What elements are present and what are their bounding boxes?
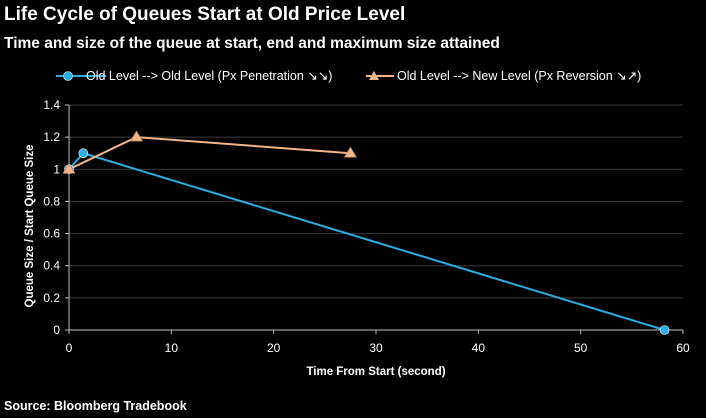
y-tick-label-1: 0.2 bbox=[43, 291, 60, 305]
legend-label-series-2: Old Level --> New Level (Px Reversion ↘↗… bbox=[397, 69, 641, 83]
y-tick-labels: 0 0.2 0.4 0.6 0.8 1 1.2 1.4 bbox=[43, 98, 60, 337]
legend-marker-triangle-icon bbox=[369, 71, 379, 80]
x-tick-label-1: 10 bbox=[165, 341, 179, 355]
series-2-point-2 bbox=[343, 146, 357, 158]
series-1-point-1 bbox=[78, 148, 89, 159]
axes bbox=[65, 104, 684, 334]
chart-title: Life Cycle of Queues Start at Old Price … bbox=[4, 4, 406, 25]
x-tick-label-6: 60 bbox=[676, 341, 690, 355]
x-tick-label-4: 40 bbox=[472, 341, 486, 355]
y-tick-label-6: 1.2 bbox=[43, 130, 60, 144]
y-tick-label-2: 0.4 bbox=[43, 259, 60, 273]
x-tick-label-5: 50 bbox=[574, 341, 588, 355]
y-axis-title: Queue Size / Start Queue Size bbox=[24, 145, 36, 308]
chart-subtitle: Time and size of the queue at start, end… bbox=[4, 35, 500, 52]
series-line-2 bbox=[68, 136, 351, 171]
series-line-1 bbox=[68, 152, 665, 331]
y-tick-label-5: 1 bbox=[53, 162, 60, 176]
series-group bbox=[62, 130, 670, 335]
legend-entry-series-1: Old Level --> Old Level (Px Penetration … bbox=[56, 69, 332, 83]
series-2-point-1 bbox=[129, 130, 144, 142]
legend-entry-series-2: Old Level --> New Level (Px Reversion ↘↗… bbox=[366, 69, 641, 83]
x-tick-label-2: 20 bbox=[267, 341, 281, 355]
legend: Old Level --> Old Level (Px Penetration … bbox=[56, 69, 641, 83]
y-tick-label-7: 1.4 bbox=[43, 98, 60, 112]
y-tick-label-4: 0.8 bbox=[43, 194, 60, 208]
legend-marker-circle-icon bbox=[63, 71, 73, 81]
y-tick-label-3: 0.6 bbox=[43, 227, 60, 241]
x-tick-label-0: 0 bbox=[66, 341, 73, 355]
y-tick-label-0: 0 bbox=[53, 323, 60, 337]
x-axis-title: Time From Start (second) bbox=[306, 366, 445, 378]
series-1-point-2 bbox=[659, 325, 670, 335]
source-note: Source: Bloomberg Tradebook bbox=[4, 399, 187, 413]
x-tick-labels: 0 10 20 30 40 50 60 bbox=[66, 341, 690, 355]
gridlines bbox=[69, 104, 683, 299]
x-tick-label-3: 30 bbox=[369, 341, 383, 355]
legend-label-series-1: Old Level --> Old Level (Px Penetration … bbox=[86, 69, 332, 83]
series-2-point-0 bbox=[62, 162, 76, 174]
